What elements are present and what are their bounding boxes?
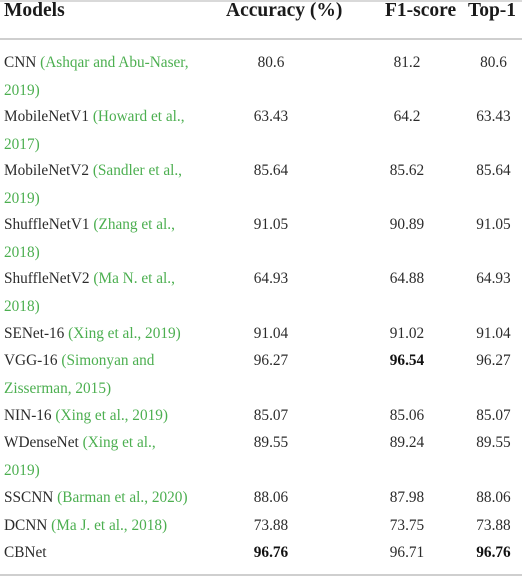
model-cell: ShuffleNetV1 (Zhang et al., 2018): [4, 211, 209, 266]
model-name: ShuffleNetV1: [4, 216, 90, 233]
model-cell: VGG-16 (Simonyan and Zisserman, 2015): [4, 347, 209, 402]
f1-value: 89.24: [389, 434, 425, 451]
citation-link[interactable]: 2019): [4, 81, 40, 99]
top1-value: 73.88: [476, 517, 511, 534]
top1-value: 91.04: [476, 325, 511, 342]
model-cell: WDenseNet (Xing et al., 2019): [4, 429, 209, 484]
model-cell: SSCNN (Barman et al., 2020): [4, 484, 209, 512]
header-rule: [0, 38, 522, 40]
citation-link[interactable]: (Howard et al.,: [92, 108, 185, 125]
model-name: SSCNN: [4, 489, 54, 506]
citation-link[interactable]: (Xing et al.,: [82, 434, 156, 451]
citation-link[interactable]: 2019): [4, 189, 40, 207]
model-name: ShuffleNetV2: [4, 270, 90, 287]
citation-link[interactable]: (Xing et al., 2019): [55, 407, 168, 424]
model-cell: DCNN (Ma J. et al., 2018): [4, 512, 209, 540]
accuracy-value: 91.04: [253, 325, 289, 342]
model-name: VGG-16: [4, 352, 58, 369]
citation-link[interactable]: (Sandler et al.,: [92, 162, 183, 179]
citation-link[interactable]: 2018): [4, 297, 40, 315]
f1-value: 90.89: [389, 216, 425, 233]
accuracy-value: 96.27: [253, 352, 289, 369]
model-name: NIN-16: [4, 407, 52, 424]
accuracy-value-best: 96.76: [253, 544, 289, 561]
f1-value: 85.06: [389, 407, 425, 424]
f1-value: 64.2: [393, 108, 421, 125]
top-rule: [0, 0, 522, 2]
citation-link[interactable]: 2019): [4, 461, 40, 479]
accuracy-value: 63.43: [253, 108, 289, 125]
top1-value: 88.06: [476, 489, 511, 506]
accuracy-value: 85.07: [253, 407, 289, 424]
f1-value: 85.62: [389, 162, 425, 179]
model-name: WDenseNet: [4, 434, 79, 451]
accuracy-value: 89.55: [253, 434, 289, 451]
model-name: SENet-16: [4, 325, 65, 342]
citation-link[interactable]: (Ashqar and Abu-Naser,: [40, 54, 189, 71]
top1-value: 63.43: [476, 108, 511, 125]
citation-link[interactable]: (Ma J. et al., 2018): [51, 517, 168, 534]
citation-link[interactable]: 2017): [4, 135, 40, 153]
top1-value: 64.93: [476, 270, 511, 287]
model-cell: MobileNetV1 (Howard et al., 2017): [4, 103, 209, 158]
model-name: CNN: [4, 54, 37, 71]
top1-value: 85.07: [476, 407, 511, 424]
f1-value: 81.2: [393, 54, 421, 71]
accuracy-value: 88.06: [253, 489, 289, 506]
model-cell: NIN-16 (Xing et al., 2019): [4, 402, 209, 430]
citation-link[interactable]: (Barman et al., 2020): [57, 489, 188, 506]
top1-value: 89.55: [476, 434, 511, 451]
accuracy-value: 85.64: [253, 162, 289, 179]
top1-value: 96.27: [476, 352, 511, 369]
accuracy-value: 64.93: [253, 270, 289, 287]
citation-link[interactable]: (Simonyan and: [61, 352, 155, 369]
top1-value: 91.05: [476, 216, 511, 233]
model-cell: CNN (Ashqar and Abu-Naser, 2019): [4, 49, 209, 104]
bottom-rule: [0, 574, 522, 576]
f1-value: 73.75: [389, 517, 425, 534]
f1-value: 87.98: [389, 489, 425, 506]
model-cell: SENet-16 (Xing et al., 2019): [4, 320, 209, 348]
model-cell: MobileNetV2 (Sandler et al., 2019): [4, 157, 209, 212]
model-name: MobileNetV1: [4, 108, 89, 125]
header-top-1: Top-1: [468, 0, 517, 21]
accuracy-value: 73.88: [253, 517, 289, 534]
citation-link[interactable]: 2018): [4, 243, 40, 261]
accuracy-value: 80.6: [257, 54, 285, 71]
citation-link[interactable]: (Ma N. et al.,: [93, 270, 175, 287]
top1-value-best: 96.76: [476, 544, 511, 561]
citation-link[interactable]: Zisserman, 2015): [4, 379, 112, 397]
model-cell: CBNet: [4, 539, 209, 567]
model-cell: ShuffleNetV2 (Ma N. et al., 2018): [4, 265, 209, 320]
citation-link[interactable]: (Zhang et al.,: [93, 216, 175, 233]
f1-value-best: 96.54: [389, 352, 425, 369]
header-accuracy: Accuracy (%): [226, 0, 343, 21]
top1-value: 85.64: [476, 162, 511, 179]
f1-value: 96.71: [389, 544, 425, 561]
header-f1-score: F1-score: [385, 0, 457, 21]
model-name: DCNN: [4, 517, 48, 534]
top1-value: 80.6: [480, 54, 507, 71]
f1-value: 64.88: [389, 270, 425, 287]
accuracy-value: 91.05: [253, 216, 289, 233]
citation-link[interactable]: (Xing et al., 2019): [68, 325, 181, 342]
model-name: MobileNetV2: [4, 162, 89, 179]
f1-value: 91.02: [389, 325, 425, 342]
model-name: CBNet: [4, 544, 47, 561]
header-models: Models: [4, 0, 65, 21]
